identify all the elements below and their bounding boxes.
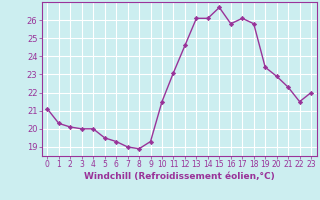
X-axis label: Windchill (Refroidissement éolien,°C): Windchill (Refroidissement éolien,°C) (84, 172, 275, 181)
